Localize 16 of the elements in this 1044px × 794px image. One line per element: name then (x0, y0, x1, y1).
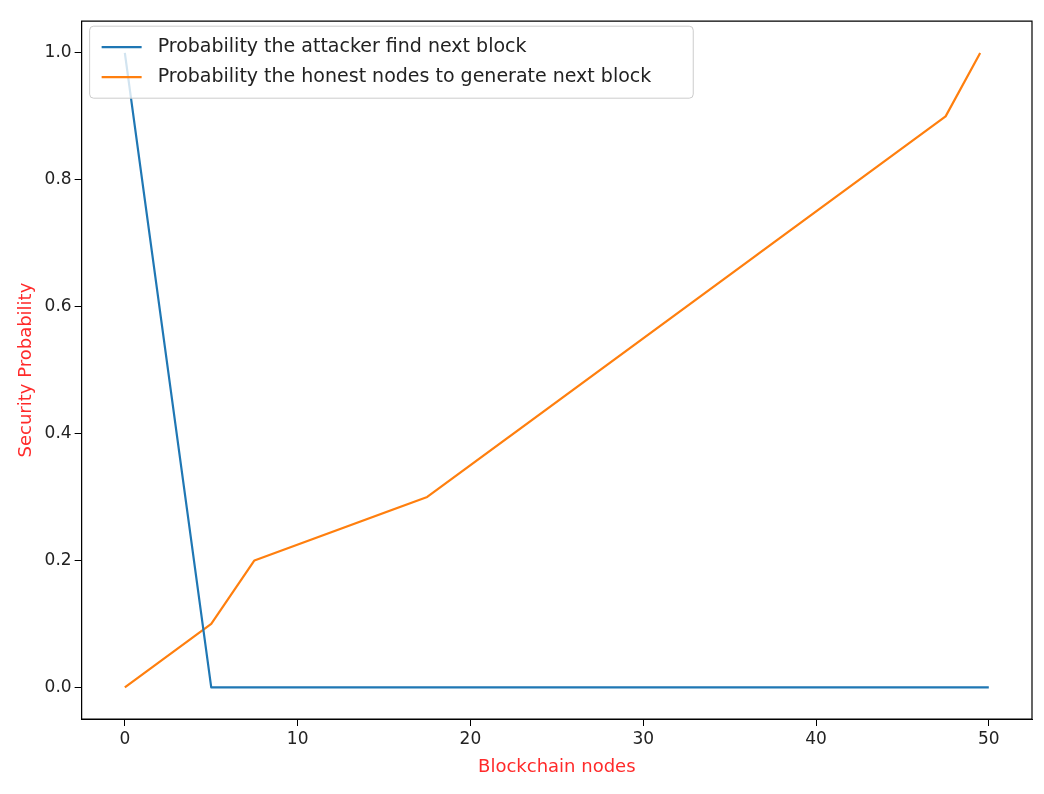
legend-label: Probability the attacker find next block (157, 34, 527, 57)
y-tick-label: 0.4 (44, 421, 72, 442)
x-tick-label: 20 (459, 727, 482, 748)
x-tick-label: 50 (977, 727, 1000, 748)
y-axis-title: Security Probability (14, 282, 36, 458)
x-tick-label: 30 (632, 727, 655, 748)
legend-label: Probability the honest nodes to generate next block (157, 64, 652, 87)
x-tick-label: 40 (805, 727, 827, 748)
y-tick-label: 0.6 (44, 295, 72, 316)
x-axis-title: Blockchain nodes (478, 754, 636, 776)
y-tick-label: 1.0 (44, 41, 72, 62)
y-tick-label: 0.8 (44, 168, 72, 189)
x-tick-label: 10 (286, 727, 309, 748)
y-tick-label: 0.0 (44, 675, 72, 696)
y-tick-label: 0.2 (44, 548, 72, 569)
x-tick-label: 0 (119, 727, 131, 748)
